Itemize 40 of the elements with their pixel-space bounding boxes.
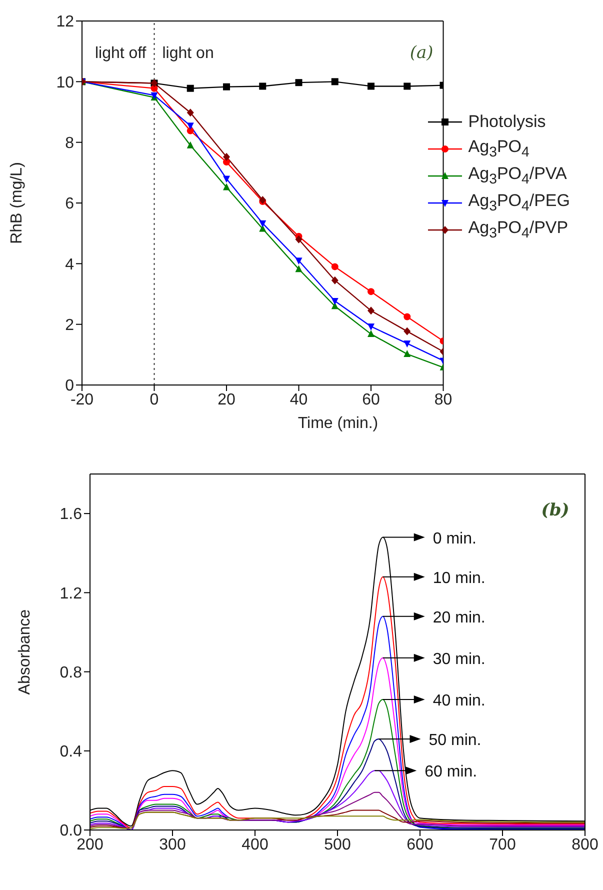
legend-label: Ag$_{3}$PO$_{4}$ (468, 136, 530, 160)
annotation: 60 min. (424, 764, 478, 781)
y-tick-label: 12 (56, 14, 74, 31)
annotation: 40 min. (432, 692, 486, 710)
y-tick-label: 6 (65, 196, 74, 213)
x-tick-label: 20 (218, 391, 236, 408)
x-tick-label: 500 (324, 836, 351, 854)
annotation: 10 min. (432, 570, 486, 587)
y-tick-label: 0.8 (60, 664, 82, 682)
legend-label: Photolysis (468, 112, 546, 132)
y-axis-title: Absorbance (16, 609, 34, 695)
annotation: light off (94, 44, 147, 62)
y-axis-title: RhB (mg/L) (8, 162, 26, 244)
x-tick-label: 60 (362, 391, 380, 408)
x-axis-title: Time (min.) (296, 415, 380, 433)
y-tick-label: 2 (65, 317, 74, 334)
y-tick-label: 1.6 (60, 506, 82, 524)
y-tick-label: 8 (65, 135, 74, 152)
annotation: (b) (541, 500, 570, 521)
x-tick-label: 800 (572, 836, 598, 854)
legend-label: Ag$_{3}$PO$_{4}$/PEG (468, 190, 570, 214)
annotation: (a) (410, 42, 434, 63)
annotation: 30 min. (432, 650, 486, 668)
x-tick-label: 40 (290, 391, 308, 408)
y-tick-label: 10 (56, 74, 74, 92)
x-tick-label: 400 (242, 836, 268, 854)
x-tick-label: 80 (434, 391, 452, 408)
annotation: 20 min. (432, 609, 486, 626)
annotation: 0 min. (432, 530, 476, 548)
x-tick-label: 700 (489, 836, 516, 854)
y-tick-label: 0.4 (60, 744, 82, 761)
y-tick-label: 4 (65, 256, 74, 274)
annotation: light on (162, 44, 214, 62)
legend-label: Ag$_{3}$PO$_{4}$/PVP (468, 218, 568, 242)
y-tick-label: 1.2 (60, 585, 82, 602)
x-tick-label: 0 (150, 391, 159, 408)
x-tick-label: 600 (406, 836, 434, 854)
legend-label: Ag$_{3}$PO$_{4}$/PVA (468, 164, 567, 188)
annotation: 50 min. (428, 732, 482, 750)
x-tick-label: 300 (159, 836, 186, 854)
